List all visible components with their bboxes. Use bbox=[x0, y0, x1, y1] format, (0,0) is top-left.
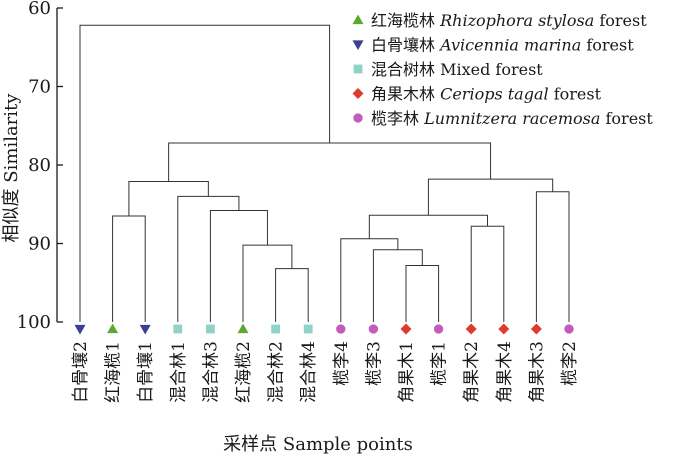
leaf-markers bbox=[74, 323, 574, 335]
legend-marker bbox=[353, 64, 363, 74]
dendrogram-link bbox=[275, 268, 309, 322]
legend-entry-label: 红海榄林 Rhizophora stylosa forest bbox=[371, 11, 647, 30]
leaf-marker bbox=[498, 323, 510, 335]
y-axis-title: 相似度 Similarity bbox=[1, 93, 22, 243]
dendrogram-link bbox=[340, 238, 399, 322]
leaf-label: 角果木1 bbox=[397, 341, 417, 403]
y-tick-label: 90 bbox=[28, 234, 51, 255]
leaf-marker bbox=[139, 324, 151, 335]
leaf-labels: 白骨壤2 红海榄1 白骨壤1 混合林1 混合林3 红海榄2 混合林2 混合林4 榄李4 榄李3 角果… bbox=[70, 341, 580, 403]
leaf-marker bbox=[368, 324, 379, 334]
legend-entry-label: 角果木林 Ceriops tagal forest bbox=[371, 85, 602, 104]
dendrogram-link bbox=[405, 264, 440, 322]
leaf-label: 角果木3 bbox=[527, 341, 547, 403]
leaf-label: 榄李2 bbox=[560, 341, 580, 386]
leaf-label: 白骨壤1 bbox=[135, 341, 156, 403]
leaf-label: 榄李3 bbox=[364, 341, 384, 386]
leaf-marker bbox=[237, 323, 249, 334]
y-tick-label: 100 bbox=[17, 312, 51, 333]
dendrogram-link bbox=[168, 142, 492, 182]
leaf-label: 榄李4 bbox=[332, 341, 352, 386]
dendrogram-link bbox=[368, 214, 488, 239]
legend-marker bbox=[353, 113, 363, 123]
legend: 红海榄林 Rhizophora stylosa forest 白骨壤林 Avice… bbox=[352, 11, 653, 128]
leaf-label: 混合林3 bbox=[201, 341, 221, 403]
leaf-marker bbox=[74, 324, 86, 335]
legend-entry-label: 白骨壤林 Avicennia marina forest bbox=[371, 36, 634, 55]
leaf-marker bbox=[336, 324, 346, 334]
leaf-label: 红海榄1 bbox=[104, 341, 124, 403]
leaf-label: 角果木4 bbox=[495, 341, 515, 403]
y-tick-label: 70 bbox=[28, 77, 51, 98]
leaf-marker bbox=[530, 323, 542, 335]
dendrogram-link bbox=[209, 210, 268, 322]
leaf-label: 红海榄2 bbox=[234, 341, 254, 403]
dendrogram-branches bbox=[79, 24, 570, 322]
leaf-label: 混合林1 bbox=[169, 341, 189, 403]
leaf-marker bbox=[107, 323, 119, 334]
leaf-marker bbox=[271, 324, 280, 334]
dendrogram-link bbox=[128, 180, 209, 217]
leaf-marker bbox=[303, 324, 313, 334]
leaf-marker bbox=[433, 324, 444, 334]
dendrogram-link bbox=[177, 195, 240, 322]
x-axis-title: 采样点 Sample points bbox=[223, 434, 413, 455]
dendrogram-link bbox=[427, 178, 554, 216]
leaf-marker bbox=[465, 323, 477, 335]
leaf-marker bbox=[400, 323, 412, 335]
leaf-marker bbox=[206, 324, 215, 334]
y-axis: 60 70 80 90 100 bbox=[17, 0, 63, 333]
legend-marker bbox=[352, 14, 364, 25]
leaf-marker bbox=[173, 324, 183, 334]
legend-entry-label: 榄李林 Lumnitzera racemosa forest bbox=[371, 109, 653, 128]
dendrogram-link bbox=[242, 244, 293, 322]
y-tick-label: 80 bbox=[28, 155, 51, 176]
dendrogram-link bbox=[79, 24, 331, 322]
legend-marker bbox=[352, 88, 364, 99]
dendrogram-link bbox=[470, 225, 505, 322]
leaf-label: 白骨壤2 bbox=[70, 341, 91, 403]
leaf-marker bbox=[564, 324, 574, 334]
leaf-label: 榄李1 bbox=[430, 341, 450, 386]
leaf-label: 混合林2 bbox=[267, 341, 287, 403]
y-tick-label: 60 bbox=[28, 0, 51, 19]
legend-marker bbox=[352, 40, 364, 50]
leaf-label: 混合林4 bbox=[299, 341, 319, 403]
dendrogram-link bbox=[535, 191, 570, 322]
dendrogram-link bbox=[372, 249, 423, 322]
legend-entry-label: 混合树林 Mixed forest bbox=[371, 60, 543, 79]
dendrogram-link bbox=[112, 215, 146, 322]
leaf-label: 角果木2 bbox=[462, 341, 482, 403]
